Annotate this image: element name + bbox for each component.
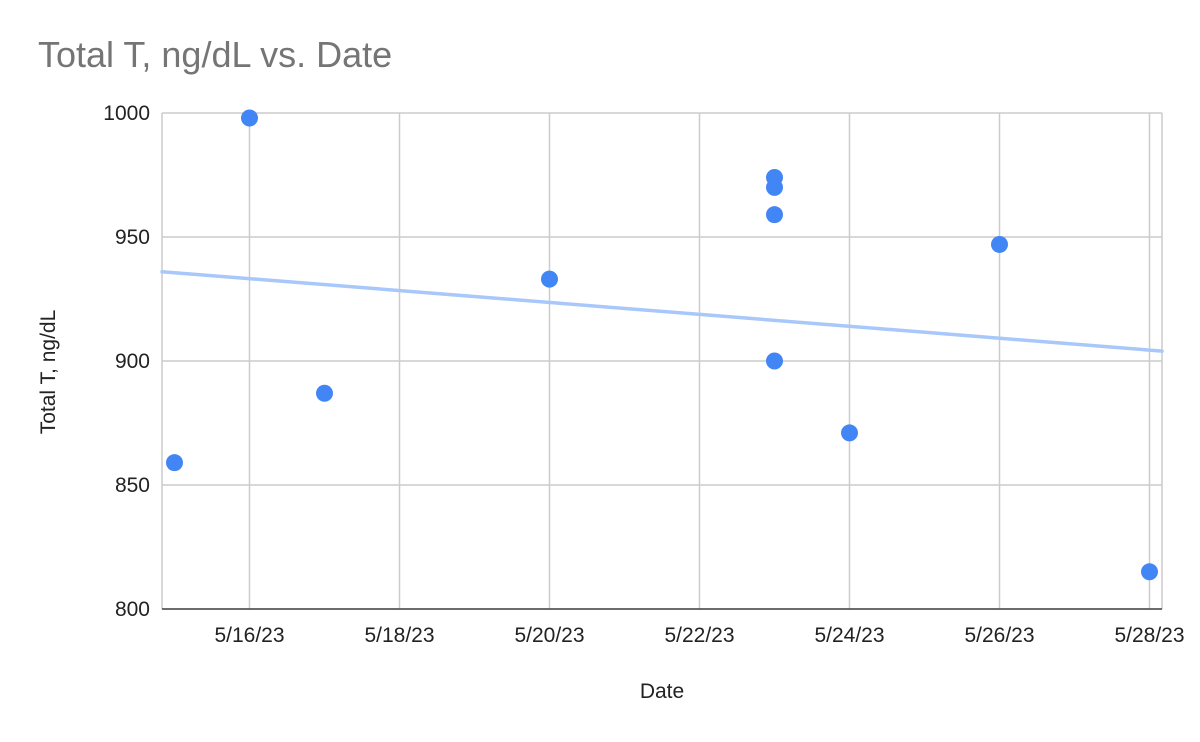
x-tick-label: 5/24/23 bbox=[814, 624, 884, 647]
data-point bbox=[316, 384, 333, 402]
y-tick-label: 900 bbox=[115, 350, 150, 373]
x-axis-ticks: 5/16/23 5/18/23 5/20/23 5/22/23 5/24/23 5/26/… bbox=[214, 624, 1184, 647]
gridlines bbox=[161, 112, 1163, 610]
data-point bbox=[841, 424, 858, 442]
x-tick-label: 5/22/23 bbox=[664, 624, 734, 647]
x-tick-label: 5/20/23 bbox=[514, 624, 584, 647]
x-tick-label: 5/26/23 bbox=[964, 624, 1034, 647]
x-tick-label: 5/18/23 bbox=[364, 624, 434, 647]
y-tick-label: 800 bbox=[115, 598, 150, 621]
data-point bbox=[991, 235, 1008, 253]
x-tick-label: 5/16/23 bbox=[214, 624, 284, 647]
y-tick-label: 950 bbox=[115, 226, 150, 249]
data-point bbox=[766, 352, 783, 370]
data-point bbox=[166, 454, 183, 472]
chart-title: Total T, ng/dL vs. Date bbox=[38, 34, 393, 75]
data-point bbox=[241, 109, 258, 127]
x-axis-title: Date bbox=[640, 680, 684, 703]
trendline-layer bbox=[160, 269, 1164, 353]
data-point bbox=[1141, 563, 1158, 581]
data-points bbox=[166, 109, 1158, 581]
data-point bbox=[541, 270, 558, 288]
trendline bbox=[160, 269, 1164, 353]
x-tick-label: 5/28/23 bbox=[1114, 624, 1184, 647]
data-point bbox=[766, 178, 783, 196]
y-axis-ticks: 800 850 900 950 1000 bbox=[103, 102, 150, 621]
data-point bbox=[766, 206, 783, 224]
y-tick-label: 1000 bbox=[103, 102, 150, 125]
y-tick-label: 850 bbox=[115, 474, 150, 497]
y-axis-title: Total T, ng/dL bbox=[37, 310, 60, 435]
